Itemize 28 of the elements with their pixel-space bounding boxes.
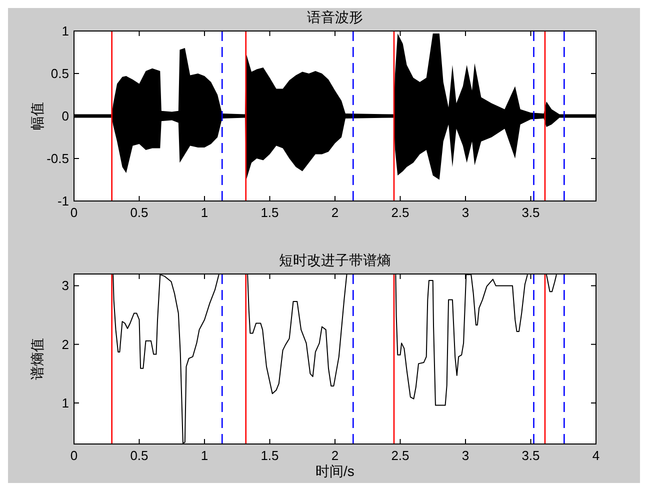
x-tick-label: 3.5	[522, 448, 540, 463]
x-tick-label: 2.5	[391, 205, 410, 220]
x-tick-label: 0.5	[130, 448, 148, 463]
x-tick-label: 1	[200, 205, 208, 220]
x-tick-label: 1.5	[260, 448, 279, 463]
y-axis-title: 幅值	[29, 102, 45, 130]
y-tick-label: -1	[57, 194, 69, 208]
x-tick-label: 2	[331, 205, 339, 220]
y-tick-label: 3	[62, 278, 69, 294]
x-tick-label: 3.5	[522, 205, 540, 220]
y-axis-title: 谱熵值	[29, 338, 45, 380]
y-tick-label: 2	[62, 336, 69, 352]
y-tick-label: 1	[62, 395, 69, 410]
x-tick-label: 1.5	[260, 205, 279, 220]
x-tick-label: 0.5	[130, 205, 148, 220]
y-tick-label: 0	[62, 108, 69, 124]
x-tick-label: 4	[592, 448, 600, 463]
x-tick-label: 1	[200, 448, 208, 463]
x-axis-title: 时间/s	[316, 463, 354, 479]
y-tick-label: -0.5	[46, 151, 69, 166]
chart-title: 语音波形	[307, 9, 363, 25]
x-tick-label: 3	[462, 205, 470, 220]
x-tick-label: 2.5	[391, 448, 410, 463]
chart-title: 短时改进子带谱熵	[279, 252, 391, 268]
x-tick-label: 3	[462, 448, 470, 463]
y-tick-label: 0.5	[50, 66, 69, 81]
x-tick-label: 2	[331, 448, 339, 463]
y-tick-label: 1	[62, 24, 69, 38]
